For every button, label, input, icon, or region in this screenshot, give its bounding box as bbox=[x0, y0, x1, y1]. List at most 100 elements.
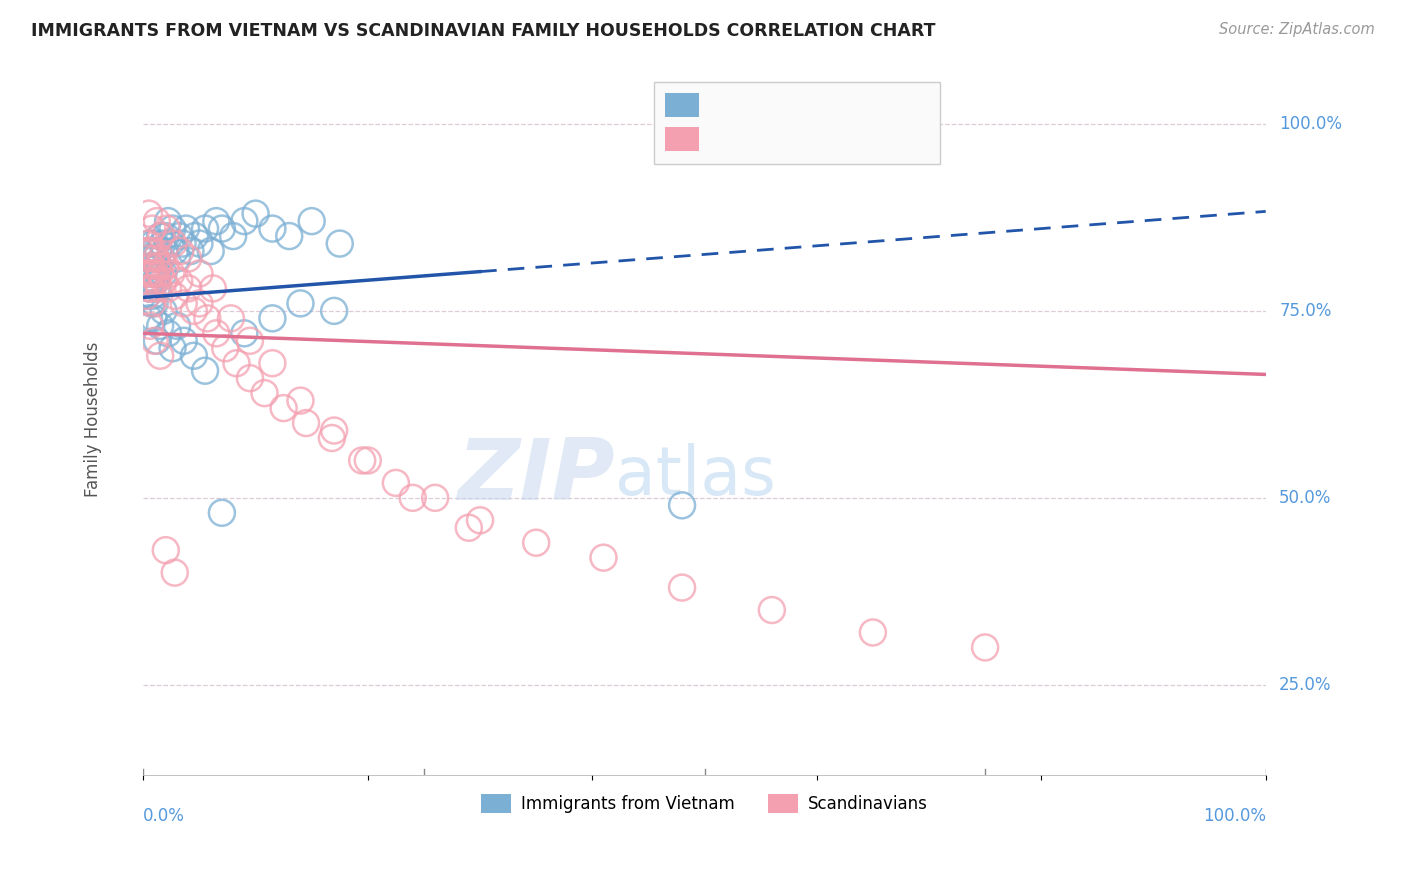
Point bbox=[146, 281, 169, 295]
Point bbox=[139, 244, 162, 258]
Text: 100.0%: 100.0% bbox=[1279, 115, 1343, 133]
Point bbox=[188, 296, 211, 310]
Point bbox=[162, 236, 184, 251]
Point bbox=[141, 267, 163, 281]
Point bbox=[149, 349, 172, 363]
Point bbox=[157, 281, 180, 295]
Point bbox=[157, 214, 180, 228]
Point bbox=[671, 581, 693, 595]
Point bbox=[152, 267, 174, 281]
Point bbox=[141, 221, 163, 235]
Point bbox=[862, 625, 884, 640]
Point bbox=[262, 221, 284, 235]
Point bbox=[141, 274, 163, 288]
Point bbox=[166, 252, 188, 266]
Point bbox=[160, 267, 183, 281]
Point bbox=[262, 311, 284, 326]
Point bbox=[262, 356, 284, 370]
Text: Source: ZipAtlas.com: Source: ZipAtlas.com bbox=[1219, 22, 1375, 37]
Point bbox=[385, 475, 408, 490]
Point bbox=[136, 274, 159, 288]
Point bbox=[233, 326, 256, 341]
Point bbox=[150, 252, 173, 266]
Text: 0.178: 0.178 bbox=[761, 96, 811, 114]
Point bbox=[142, 244, 165, 258]
Point bbox=[211, 506, 233, 520]
Point bbox=[139, 267, 162, 281]
Point bbox=[671, 499, 693, 513]
Point bbox=[524, 535, 547, 549]
Point bbox=[301, 214, 323, 228]
Text: 0.0%: 0.0% bbox=[143, 806, 186, 824]
Point bbox=[321, 431, 343, 445]
Point bbox=[323, 304, 346, 318]
Point bbox=[162, 221, 184, 235]
Point bbox=[402, 491, 425, 505]
Point bbox=[172, 236, 194, 251]
Point bbox=[149, 267, 172, 281]
Point bbox=[141, 259, 163, 273]
Point bbox=[135, 289, 157, 303]
Point bbox=[146, 244, 169, 258]
Point bbox=[167, 229, 190, 244]
Point bbox=[329, 236, 352, 251]
Point bbox=[143, 296, 166, 310]
Point bbox=[183, 349, 205, 363]
Point bbox=[138, 281, 160, 295]
Point bbox=[169, 244, 191, 258]
Point bbox=[141, 259, 163, 273]
Point bbox=[323, 424, 346, 438]
Point bbox=[145, 274, 167, 288]
Point bbox=[149, 318, 172, 333]
Point bbox=[166, 318, 188, 333]
Point bbox=[205, 326, 228, 341]
Point bbox=[201, 281, 224, 295]
Point bbox=[162, 341, 184, 355]
Point bbox=[135, 244, 157, 258]
Point bbox=[146, 259, 169, 273]
Point bbox=[146, 259, 169, 273]
Point bbox=[167, 274, 190, 288]
Point bbox=[273, 401, 295, 416]
Point bbox=[183, 304, 205, 318]
Point bbox=[152, 304, 174, 318]
Text: 50.0%: 50.0% bbox=[1279, 489, 1331, 507]
FancyBboxPatch shape bbox=[665, 128, 699, 152]
Point bbox=[152, 236, 174, 251]
Point bbox=[173, 296, 195, 310]
Point bbox=[135, 289, 157, 303]
Point bbox=[143, 267, 166, 281]
Point bbox=[143, 334, 166, 348]
Point bbox=[200, 244, 222, 258]
Point bbox=[136, 252, 159, 266]
Text: Family Households: Family Households bbox=[84, 342, 101, 497]
Point bbox=[135, 267, 157, 281]
Point bbox=[155, 259, 177, 273]
Point bbox=[138, 236, 160, 251]
Point bbox=[253, 386, 276, 401]
Point bbox=[139, 318, 162, 333]
Point bbox=[188, 236, 211, 251]
Point bbox=[148, 281, 170, 295]
Point bbox=[214, 341, 236, 355]
FancyBboxPatch shape bbox=[665, 93, 699, 118]
Point bbox=[225, 356, 247, 370]
Point bbox=[245, 207, 267, 221]
Text: ZIP: ZIP bbox=[457, 434, 614, 517]
Point bbox=[141, 289, 163, 303]
Point bbox=[156, 221, 179, 235]
Point bbox=[457, 521, 479, 535]
Point bbox=[295, 416, 318, 430]
Text: 25.0%: 25.0% bbox=[1279, 676, 1331, 694]
Point bbox=[233, 214, 256, 228]
Point bbox=[188, 267, 211, 281]
Point bbox=[174, 221, 197, 235]
Point bbox=[239, 334, 262, 348]
Point bbox=[138, 236, 160, 251]
Point bbox=[146, 334, 169, 348]
Point bbox=[157, 326, 180, 341]
Text: R =: R = bbox=[707, 96, 741, 114]
Point bbox=[135, 244, 157, 258]
Point bbox=[278, 229, 301, 244]
Text: -0.064: -0.064 bbox=[749, 129, 807, 148]
